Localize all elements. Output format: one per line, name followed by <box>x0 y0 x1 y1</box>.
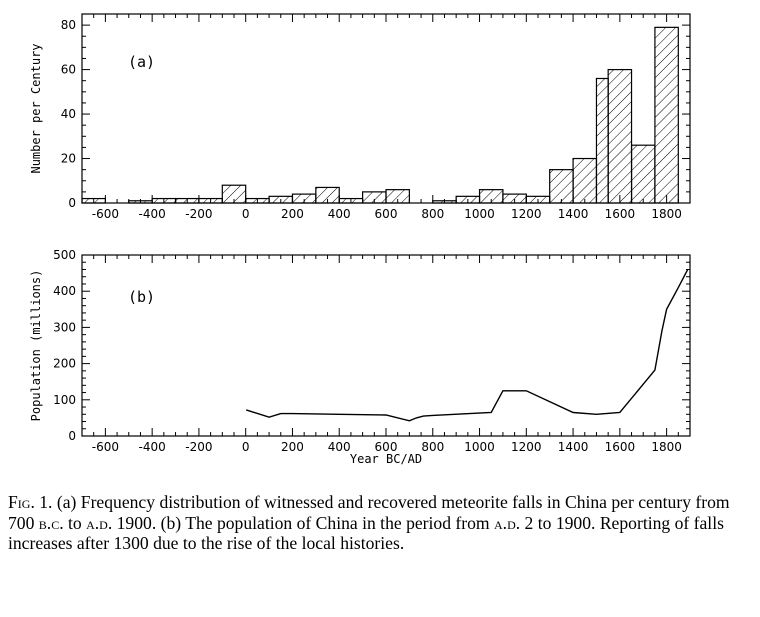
x-tick-label: 0 <box>242 207 250 221</box>
caption-ad-1: a.d. <box>86 512 113 533</box>
x-tick-label: 400 <box>328 440 351 454</box>
x-tick-label: 1600 <box>605 440 636 454</box>
histogram-bar <box>630 144 656 204</box>
x-tick-label: -200 <box>185 440 212 454</box>
caption-to: to <box>63 512 87 533</box>
histogram-bar <box>315 186 340 204</box>
panel-label: (a) <box>128 53 155 71</box>
panel-a-histogram: -600 -400 -200 0 200 400 600 800 1000 1200 1400 160… <box>29 13 691 221</box>
histogram-bar <box>291 193 317 204</box>
y-tick-label: 40 <box>61 107 76 121</box>
x-tick-label: 1400 <box>558 440 589 454</box>
x-tick-label: -400 <box>139 440 166 454</box>
x-tick-label: 400 <box>328 207 351 221</box>
histogram-bar <box>455 195 481 204</box>
caption-part-a: (a) Frequency distribution of witnessed … <box>8 492 730 533</box>
caption-bc: b.c. <box>38 512 64 533</box>
x-tick-label: -600 <box>92 207 119 221</box>
y-axis-label: Number per Century <box>29 43 43 173</box>
x-tick-label: 1200 <box>511 440 542 454</box>
x-tick-label: 600 <box>375 440 398 454</box>
histogram-bar <box>654 26 679 204</box>
y-axis-label: Population (millions) <box>29 270 43 422</box>
x-tick-label: 800 <box>421 440 444 454</box>
histogram-bar <box>525 195 551 204</box>
x-tick-label: 0 <box>242 440 250 454</box>
x-tick-label: -600 <box>92 440 119 454</box>
caption-part-b-end: 2 to 1900. Reporting of falls increases … <box>8 512 724 554</box>
x-tick-label: 200 <box>281 440 304 454</box>
histogram-bar <box>432 200 457 204</box>
y-tick-label: 0 <box>68 196 76 210</box>
y-tick-label: 0 <box>68 429 76 443</box>
x-tick-label: 1600 <box>605 207 636 221</box>
x-tick-label: 1000 <box>464 440 495 454</box>
x-tick-label: 600 <box>375 207 398 221</box>
population-line <box>245 269 689 422</box>
histogram-bar <box>502 193 527 204</box>
y-tick-label: 300 <box>53 320 76 334</box>
y-tick-label: 80 <box>61 18 76 32</box>
histogram-bar <box>81 197 106 204</box>
x-tick-label: 1200 <box>511 207 542 221</box>
histogram-bar <box>245 197 270 204</box>
histogram-bar <box>549 169 574 204</box>
panel-b-population-line: -600 -400 -200 0 200 400 600 800 1000 1200 1400 160… <box>29 248 691 466</box>
figure-caption: Fig. 1. (a) Frequency distribution of wi… <box>8 492 750 554</box>
histogram-bar <box>128 200 153 204</box>
x-tick-label: 1800 <box>651 207 682 221</box>
caption-fig-label: Fig. 1. <box>8 492 53 512</box>
y-tick-label: 60 <box>61 63 76 77</box>
histogram-bar <box>607 68 633 204</box>
caption-ad-2: a.d. <box>494 512 521 533</box>
x-tick-label: 200 <box>281 207 304 221</box>
y-tick-label: 200 <box>53 357 76 371</box>
histogram-bar <box>198 197 223 204</box>
histogram-bar <box>385 189 410 204</box>
x-axis-label: Year BC/AD <box>350 452 422 466</box>
x-tick-label: 800 <box>421 207 444 221</box>
histogram-bar <box>595 77 609 204</box>
histogram-bar <box>221 184 247 204</box>
histogram-bar <box>572 157 598 204</box>
caption-part-a-end: 1900. (b) The population of China in the… <box>112 512 495 533</box>
plot-frame <box>81 254 691 437</box>
x-tick-label: 1800 <box>651 440 682 454</box>
x-tick-label: -200 <box>185 207 212 221</box>
histogram-bar <box>151 197 177 204</box>
x-tick-label: 1000 <box>464 207 495 221</box>
x-tick-label: -400 <box>139 207 166 221</box>
histogram-bar <box>268 195 294 204</box>
histogram-bar <box>478 189 504 204</box>
histogram-bar <box>338 197 364 204</box>
histogram-bar <box>174 197 200 204</box>
y-tick-label: 400 <box>53 284 76 298</box>
panel-label: (b) <box>128 288 155 306</box>
histogram-bar <box>362 191 387 204</box>
y-tick-label: 20 <box>61 152 76 166</box>
y-tick-label: 100 <box>53 393 76 407</box>
x-tick-label: 1400 <box>558 207 589 221</box>
y-tick-label: 500 <box>53 248 76 262</box>
